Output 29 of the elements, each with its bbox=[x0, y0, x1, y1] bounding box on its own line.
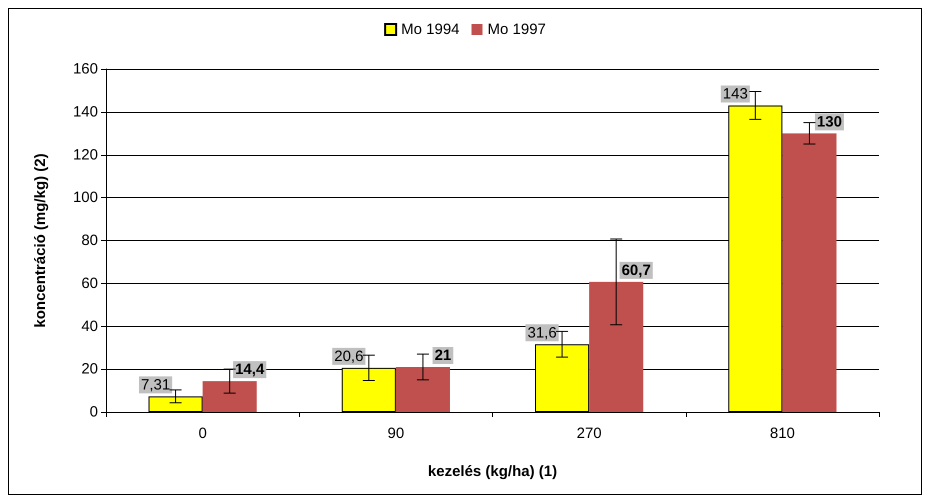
y-tick-label: 40 bbox=[81, 318, 98, 335]
bar bbox=[782, 133, 836, 412]
legend-label: Mo 1997 bbox=[488, 21, 546, 38]
data-label: 20,6 bbox=[334, 348, 364, 365]
y-tick-label: 140 bbox=[72, 103, 98, 120]
x-tick-label: 810 bbox=[770, 425, 795, 442]
y-tick-label: 20 bbox=[81, 360, 98, 378]
data-label: 14,4 bbox=[235, 361, 265, 378]
legend-label: Mo 1994 bbox=[401, 21, 460, 38]
x-tick-label: 270 bbox=[576, 425, 602, 442]
data-label: 60,7 bbox=[622, 262, 651, 279]
x-tick-label: 90 bbox=[388, 425, 404, 442]
y-tick-label: 100 bbox=[72, 189, 98, 206]
y-tick-label: 80 bbox=[81, 232, 98, 249]
y-tick-label: 160 bbox=[72, 60, 98, 78]
data-label: 143 bbox=[722, 85, 748, 102]
data-label: 31,6 bbox=[527, 324, 557, 342]
y-tick-label: 0 bbox=[90, 404, 98, 420]
data-label: 7,31 bbox=[140, 376, 170, 394]
bar bbox=[589, 282, 644, 412]
data-label: 130 bbox=[816, 113, 842, 130]
x-axis-title: kezelés (kg/ha) (1) bbox=[428, 463, 558, 480]
bar bbox=[202, 381, 257, 412]
y-tick-label: 120 bbox=[72, 146, 98, 164]
y-axis-title: koncentráció (mg/kg) (2) bbox=[32, 153, 49, 328]
x-tick-label: 0 bbox=[198, 425, 207, 442]
y-tick-label: 60 bbox=[81, 274, 98, 292]
data-label: 21 bbox=[434, 346, 452, 364]
bar bbox=[396, 366, 450, 412]
